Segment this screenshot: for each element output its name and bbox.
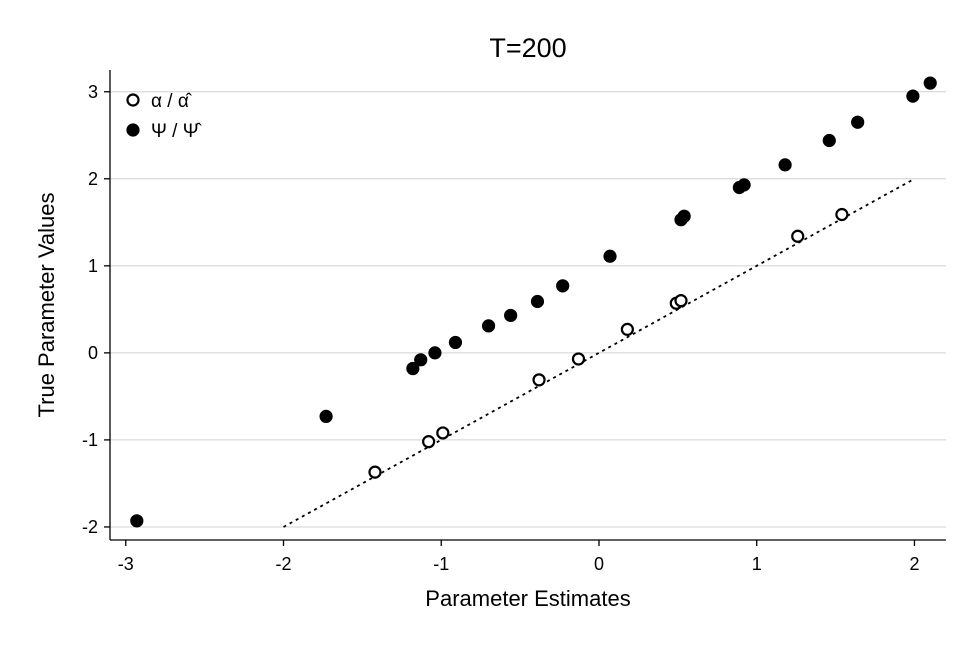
- psi-point: [677, 209, 691, 223]
- legend-marker-psi: [126, 123, 140, 137]
- x-tick-label: -1: [433, 554, 449, 574]
- psi-point: [737, 178, 751, 192]
- y-tick-label: 3: [88, 82, 98, 102]
- psi-point: [130, 514, 144, 528]
- reference-line: [283, 178, 915, 528]
- alpha-point: [674, 294, 688, 308]
- legend-label-alpha: α / α̂: [151, 91, 193, 112]
- axes-layer: [109, 70, 946, 541]
- grid-layer: [110, 91, 946, 528]
- legend-marker-alpha: [126, 93, 140, 107]
- psi-point: [603, 249, 617, 263]
- psi-point: [906, 89, 920, 103]
- x-tick-label: -3: [118, 554, 134, 574]
- points-layer: [130, 76, 937, 528]
- alpha-point: [368, 465, 382, 479]
- psi-point: [851, 115, 865, 129]
- y-tick-label: 0: [88, 343, 98, 363]
- psi-point: [428, 346, 442, 360]
- alpha-point: [436, 426, 450, 440]
- alpha-point: [571, 352, 586, 366]
- ticks-layer: -2 -1 0 1 2 3 -3 -2 -1 0 1 2: [82, 82, 919, 574]
- x-tick-label: 2: [909, 554, 919, 574]
- x-tick-label: -2: [276, 554, 292, 574]
- y-tick-label: 1: [88, 256, 98, 276]
- psi-point: [822, 133, 836, 148]
- alpha-point: [835, 207, 849, 222]
- psi-point: [556, 279, 570, 293]
- y-tick-label: 2: [88, 169, 98, 189]
- psi-point: [504, 308, 518, 323]
- alpha-point: [422, 435, 436, 449]
- alpha-point: [791, 229, 805, 243]
- psi-point: [414, 353, 428, 367]
- x-tick-label: 0: [594, 554, 604, 574]
- x-axis-label: Parameter Estimates: [425, 586, 630, 611]
- legend: α / α̂ Ψ / Ψ̂: [126, 91, 203, 142]
- chart-title: T=200: [489, 33, 566, 63]
- x-tick-label: 1: [752, 554, 762, 574]
- psi-point: [319, 409, 333, 424]
- y-tick-label: -1: [82, 430, 98, 450]
- legend-label-psi: Ψ / Ψ̂: [151, 121, 203, 142]
- psi-point: [923, 76, 937, 90]
- psi-point: [481, 319, 496, 333]
- psi-point: [778, 158, 792, 172]
- psi-point: [530, 294, 545, 309]
- psi-point: [406, 361, 420, 376]
- y-tick-label: -2: [82, 517, 98, 537]
- alpha-point: [532, 373, 546, 387]
- y-axis-label: True Parameter Values: [34, 193, 59, 418]
- reference-line-layer: [283, 178, 915, 528]
- alpha-point: [620, 322, 634, 336]
- psi-point: [448, 335, 463, 350]
